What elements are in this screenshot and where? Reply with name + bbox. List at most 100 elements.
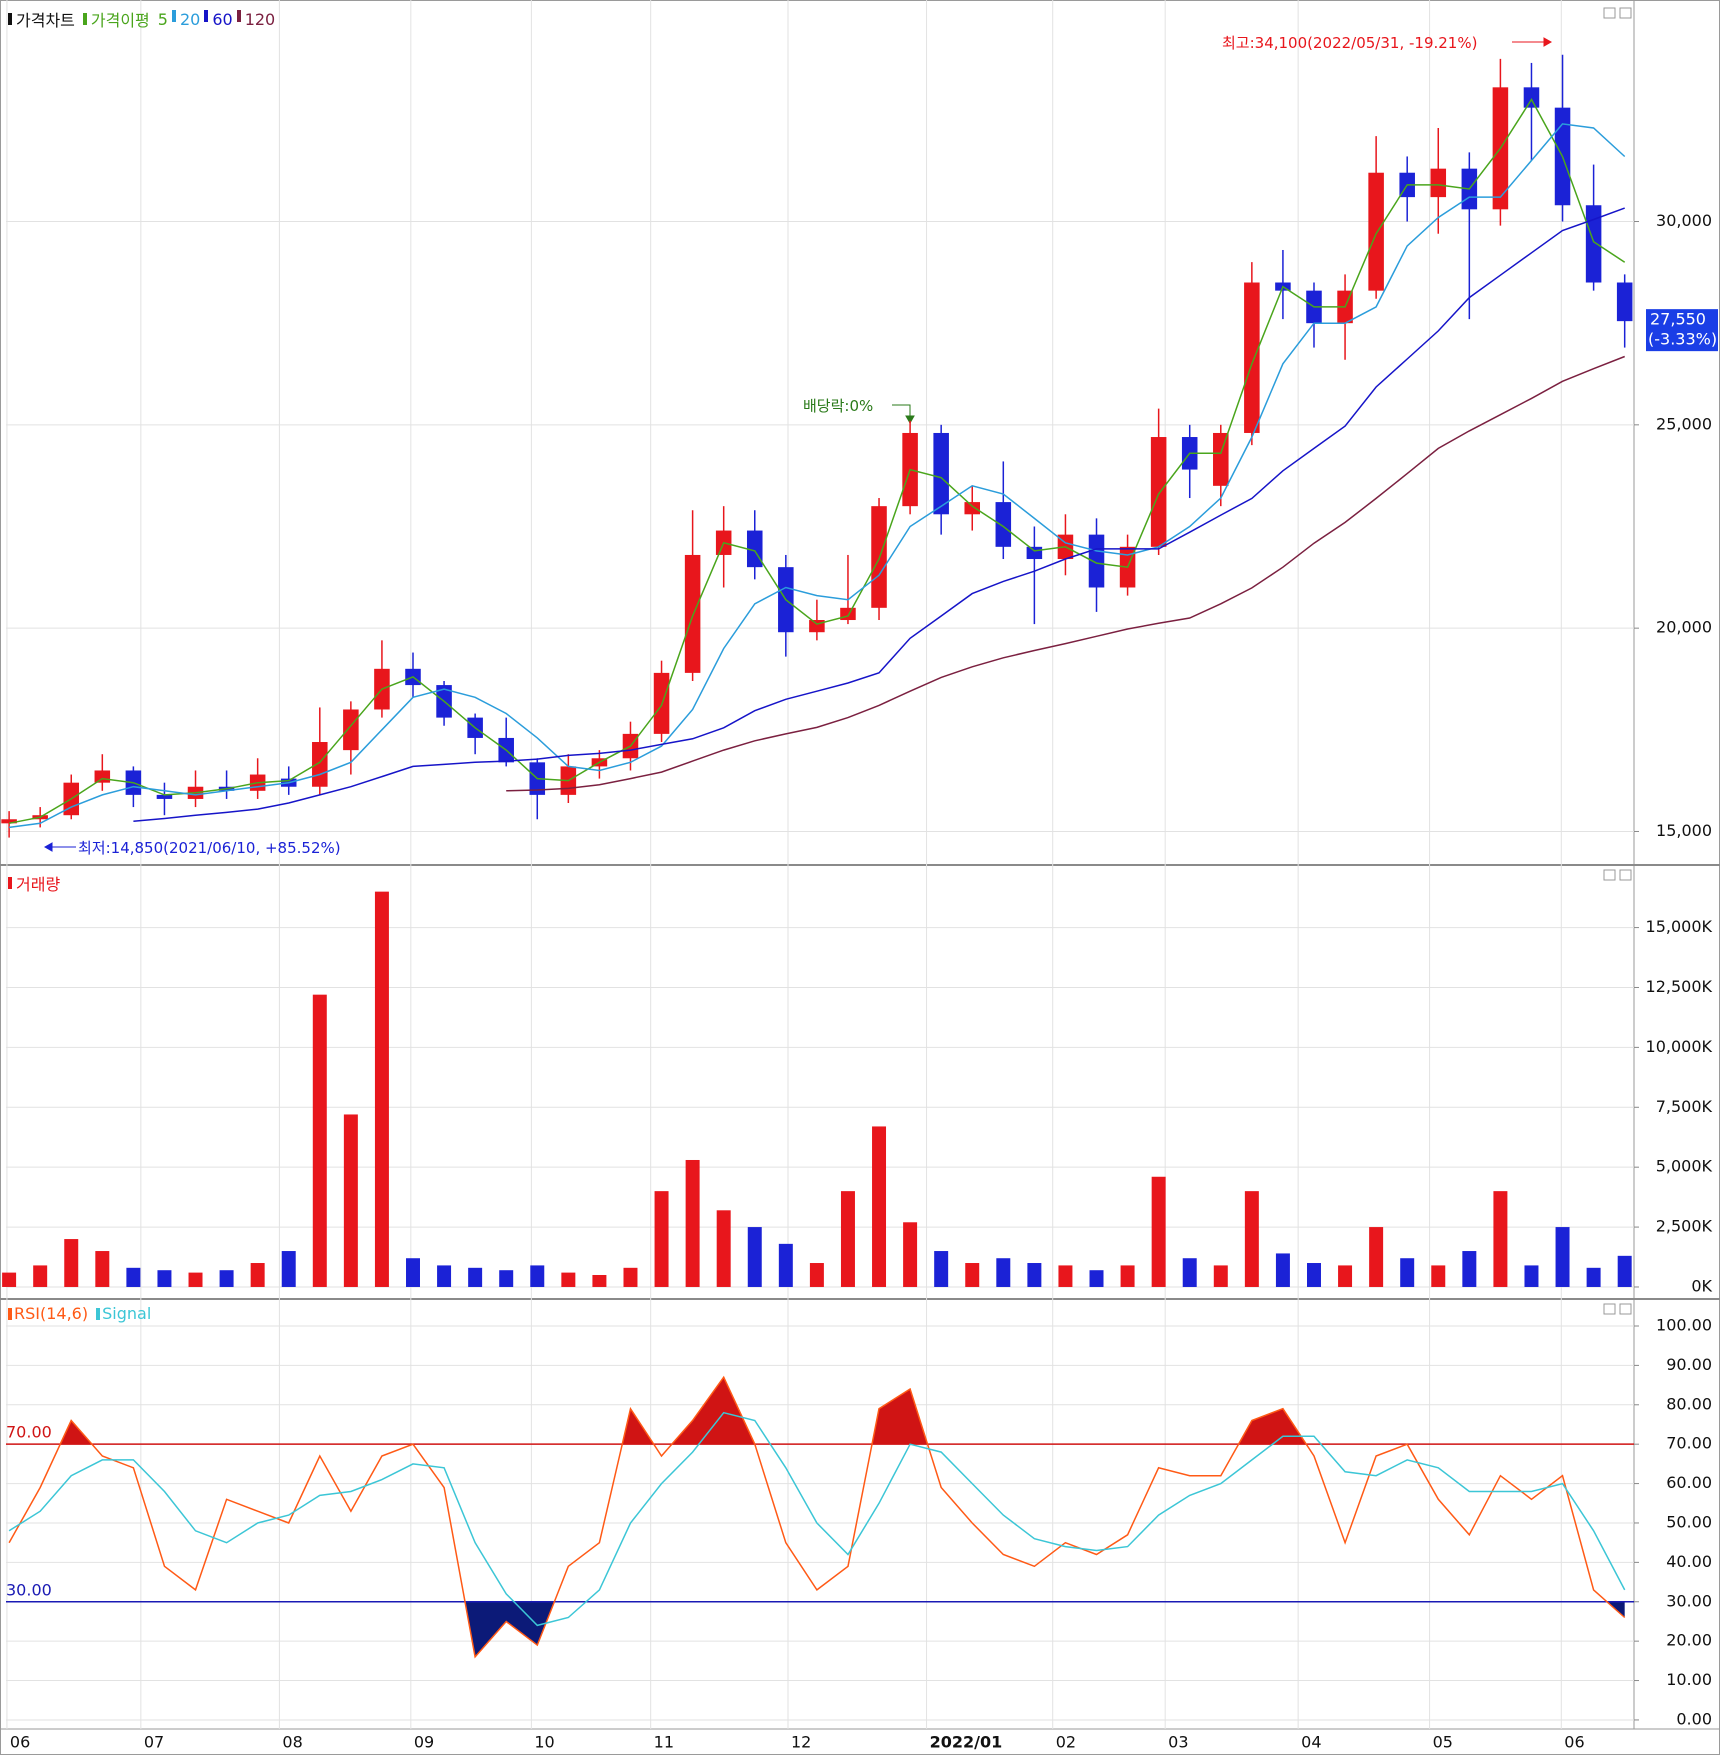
legend-marker <box>236 9 241 22</box>
legend-marker <box>8 1307 12 1320</box>
candle-body <box>1150 437 1167 547</box>
volume-bar <box>1555 1227 1570 1287</box>
high-note: 최고:34,100(2022/05/31, -19.21%) <box>1222 34 1478 52</box>
moving-average-line <box>506 355 1625 792</box>
volume-bar <box>592 1274 607 1287</box>
volume-bar <box>903 1222 918 1287</box>
rsi-line <box>8 1411 1626 1627</box>
volume-bar <box>965 1263 980 1287</box>
volume-bar <box>1027 1263 1042 1287</box>
volume-bar <box>406 1258 420 1287</box>
volume-bar <box>157 1270 172 1287</box>
volume-bar <box>188 1272 203 1287</box>
legend-ma-label: 가격이평 <box>90 11 150 30</box>
candle-body <box>1026 546 1043 560</box>
x-tick-label: 05 <box>1433 1733 1453 1752</box>
candle-body <box>312 742 328 787</box>
volume-bar <box>1275 1253 1290 1287</box>
legend-marker <box>204 9 209 22</box>
volume-bar <box>468 1267 483 1287</box>
moving-average-line <box>8 98 1626 825</box>
volume-bar <box>33 1265 48 1287</box>
candle-body <box>995 502 1012 547</box>
volume-bar <box>437 1265 452 1287</box>
x-tick-label: 02 <box>1056 1733 1076 1752</box>
low-note: 최저:14,850(2021/06/10, +85.52%) <box>78 839 341 857</box>
x-tick-label: 04 <box>1301 1733 1321 1752</box>
volume-bar <box>1400 1258 1415 1287</box>
legend-title: 거래량 <box>16 875 61 894</box>
y-tick-label: 12,500K <box>1646 977 1713 996</box>
volume-bar <box>872 1126 887 1287</box>
rsi-legend: RSI(14,6) Signal <box>8 1304 151 1323</box>
candle-body <box>1523 87 1540 108</box>
candle-body <box>1088 534 1105 588</box>
x-tick-label: 07 <box>144 1733 164 1752</box>
y-tick-label: 20.00 <box>1666 1631 1712 1650</box>
moving-average-line <box>9 123 1626 829</box>
volume-bar <box>654 1191 669 1287</box>
x-tick-label: 2022/01 <box>930 1733 1003 1752</box>
high-arrow <box>1512 37 1553 47</box>
volume-bar <box>1058 1265 1073 1287</box>
y-tick-label: 15,000 <box>1656 821 1712 840</box>
volume-bar <box>499 1270 514 1287</box>
candle-body <box>94 770 111 783</box>
volume-bar <box>95 1251 110 1287</box>
y-tick-label: 80.00 <box>1666 1394 1712 1413</box>
y-tick-label: 60.00 <box>1666 1473 1712 1492</box>
y-tick-label: 100.00 <box>1656 1316 1712 1335</box>
y-tick-label: 30.00 <box>1666 1591 1712 1610</box>
volume-bar <box>1586 1267 1601 1287</box>
candle-body <box>964 502 981 515</box>
candle-body <box>1368 172 1384 291</box>
candle-body <box>933 432 949 515</box>
candle-body <box>809 620 825 633</box>
volume-bar <box>1151 1176 1166 1287</box>
legend-item: 5 <box>157 9 168 29</box>
y-tick-label: 10,000K <box>1646 1037 1713 1056</box>
volume-bar <box>1213 1265 1228 1287</box>
y-tick-label: 40.00 <box>1666 1552 1712 1571</box>
legend-item: RSI(14,6) <box>14 1304 89 1323</box>
volume-bar <box>685 1159 700 1287</box>
candle-body <box>1616 282 1633 322</box>
volume-legend: 거래량 <box>8 871 60 895</box>
volume-bar <box>934 1251 949 1287</box>
y-tick-label: 7,500K <box>1656 1097 1713 1116</box>
price-legend: 가격차트 가격이평 5 20 60 120 <box>8 7 275 31</box>
last-price-label: 27,550 <box>1650 310 1706 329</box>
legend-ma-items: 5 20 60 120 <box>157 9 275 29</box>
last-price-box <box>1646 309 1718 352</box>
volume-bar <box>716 1210 731 1287</box>
candle-body <box>1244 282 1260 433</box>
legend-marker <box>96 1307 101 1320</box>
y-tick-label: 15,000K <box>1646 917 1713 936</box>
window-buttons[interactable] <box>1603 7 1632 1315</box>
y-tick-label: 30,000 <box>1656 211 1712 230</box>
rsi-zone-fill <box>9 1601 1625 1657</box>
volume-bar <box>1244 1191 1259 1287</box>
volume-bar <box>747 1227 762 1287</box>
candle-body <box>1430 168 1447 198</box>
y-tick-label: 90.00 <box>1666 1355 1712 1374</box>
legend-item: Signal <box>102 1304 152 1323</box>
candle-body <box>1 819 17 824</box>
low-arrow <box>43 842 76 852</box>
volume-bar <box>1462 1251 1477 1287</box>
legend-item: 20 <box>179 9 201 29</box>
candle-body <box>684 554 701 673</box>
candle-body <box>156 794 173 799</box>
x-tick-label: 03 <box>1168 1733 1188 1752</box>
legend-item: 60 <box>212 9 233 29</box>
volume-bar <box>840 1191 855 1287</box>
y-tick-label: 25,000 <box>1656 414 1712 433</box>
volume-bar <box>219 1270 234 1287</box>
rsi-line <box>8 1375 1626 1659</box>
volume-bar <box>561 1272 576 1287</box>
candle-body <box>343 709 359 751</box>
y-tick-label: 5,000K <box>1656 1157 1713 1176</box>
dividend-note: 배당락:0% <box>803 397 874 415</box>
